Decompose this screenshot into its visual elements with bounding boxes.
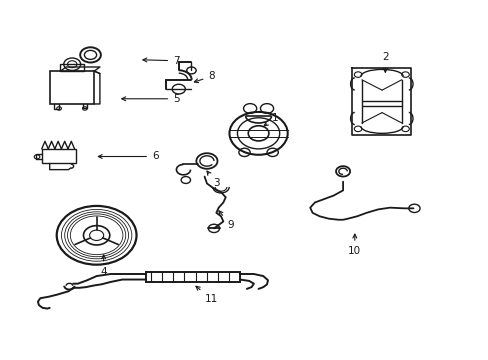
Text: 8: 8 — [194, 71, 215, 82]
Bar — [145, 271, 239, 282]
Text: 6: 6 — [98, 152, 158, 162]
Text: 1: 1 — [264, 113, 278, 126]
Text: 7: 7 — [142, 56, 180, 66]
Bar — [50, 71, 94, 104]
Bar — [41, 149, 75, 163]
Text: 4: 4 — [100, 255, 107, 276]
Text: 9: 9 — [219, 211, 233, 230]
Text: 2: 2 — [381, 52, 388, 72]
Bar — [61, 64, 84, 71]
Text: 5: 5 — [122, 94, 180, 104]
Text: 11: 11 — [196, 286, 218, 304]
Text: 3: 3 — [206, 171, 219, 188]
Text: 10: 10 — [347, 234, 361, 256]
